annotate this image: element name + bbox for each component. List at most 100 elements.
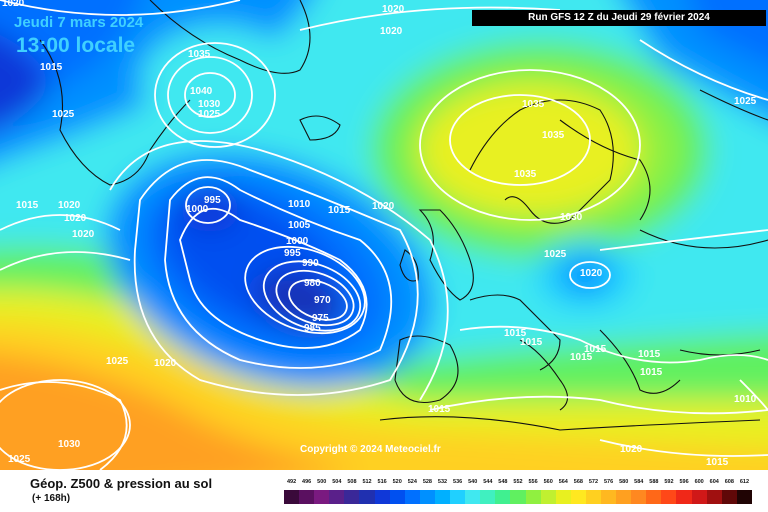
legend-swatch — [616, 490, 632, 504]
isobar-label: 970 — [314, 295, 331, 306]
legend-swatch — [465, 490, 481, 504]
isobar-label: 1025 — [8, 454, 31, 465]
isobar-label: 1015 — [640, 367, 663, 378]
isobar-label: 975 — [312, 313, 329, 324]
legend-value: 548 — [498, 479, 508, 485]
legend-swatch — [676, 490, 692, 504]
isobar-label: 1030 — [198, 99, 221, 110]
legend-value: 592 — [664, 479, 674, 485]
isobar-label: 980 — [304, 278, 321, 289]
map-canvas: 1020 1015 1020 1035 1040 1030 1025 1020 … — [0, 0, 768, 470]
legend-swatch — [736, 490, 752, 504]
legend-value: 508 — [347, 479, 357, 485]
isobar-label: 1020 — [58, 200, 81, 211]
legend-value: 608 — [724, 479, 734, 485]
legend-swatch — [299, 490, 315, 504]
legend-value: 604 — [709, 479, 719, 485]
legend-swatch — [419, 490, 435, 504]
legend-swatch — [646, 490, 662, 504]
isobar-label: 1015 — [428, 404, 451, 415]
isobar-label: 1000 — [286, 236, 309, 247]
legend-swatch — [661, 490, 677, 504]
isobar-label: 1025 — [544, 249, 567, 260]
legend-value: 496 — [302, 479, 312, 485]
legend-value: 576 — [603, 479, 614, 485]
isobar-label: 1030 — [560, 212, 583, 223]
legend-swatch — [585, 490, 601, 504]
legend-color-bar — [284, 490, 752, 504]
isobar-label: 1020 — [154, 358, 177, 369]
legend-swatch — [329, 490, 345, 504]
isobar-label: 1015 — [706, 457, 729, 468]
isobar-label: 1015 — [328, 205, 351, 216]
forecast-range: (+ 168h) — [32, 493, 71, 504]
isobar-label: 1015 — [570, 352, 593, 363]
isobar-label: 1005 — [288, 220, 311, 231]
legend-value: 556 — [528, 479, 538, 485]
isobar-label: 1035 — [514, 169, 537, 180]
legend-value: 544 — [483, 479, 493, 485]
forecast-local-time: 13:00 locale — [16, 34, 136, 57]
isobar-label: 1035 — [542, 130, 565, 141]
isobar-label: 1010 — [288, 199, 311, 210]
isobar-label: 1015 — [504, 328, 527, 339]
footer-panel: Géop. Z500 & pression au sol (+ 168h) 49… — [0, 470, 768, 512]
legend-swatch — [706, 490, 722, 504]
legend-swatch — [495, 490, 511, 504]
isobar-label: 990 — [302, 258, 319, 269]
legend-value: 540 — [468, 479, 478, 485]
isobar-label: 995 — [204, 195, 221, 206]
legend-value: 588 — [649, 479, 659, 485]
legend-value-labels: 492 496 500 504 508 512 516 520 524 528 532 536 540 5… — [284, 479, 752, 489]
isobar-label: 1025 — [198, 109, 221, 120]
legend-value: 564 — [558, 479, 568, 485]
legend-value: 516 — [377, 479, 387, 485]
legend-swatch — [525, 490, 541, 504]
isobar-label: 1025 — [734, 96, 757, 107]
legend-swatch — [510, 490, 526, 504]
legend-swatch — [721, 490, 737, 504]
legend-value: 536 — [453, 479, 463, 485]
legend-value: 492 — [286, 479, 297, 485]
legend-swatch — [480, 490, 496, 504]
legend-swatch — [284, 490, 300, 504]
legend-swatch — [631, 490, 647, 504]
isobar-label: 1020 — [2, 0, 25, 9]
legend-value: 528 — [422, 479, 432, 485]
legend-value: 580 — [619, 479, 629, 485]
isobar-label: 1010 — [734, 394, 757, 405]
legend-swatch — [691, 490, 707, 504]
legend-swatch — [389, 490, 405, 504]
legend-value: 552 — [513, 479, 523, 485]
legend-value: 612 — [739, 479, 750, 485]
product-title: Géop. Z500 & pression au sol — [30, 476, 213, 491]
isobar-label: 1025 — [52, 109, 75, 120]
legend-value: 512 — [362, 479, 372, 485]
legend-swatch — [600, 490, 617, 504]
isobars — [0, 0, 768, 470]
legend-swatch — [359, 490, 375, 504]
legend-value: 532 — [437, 479, 448, 485]
isobar-label: 1020 — [580, 268, 603, 279]
run-info-banner: Run GFS 12 Z du Jeudi 29 février 2024 — [472, 10, 766, 26]
legend-swatch — [314, 490, 330, 504]
isobar-label: 1020 — [64, 213, 87, 224]
isobar-label: 1020 — [380, 26, 403, 37]
legend-swatch — [434, 490, 451, 504]
legend-value: 504 — [332, 479, 342, 485]
legend-value: 520 — [392, 479, 402, 485]
isobar-label: 1035 — [188, 49, 211, 60]
legend-swatch — [570, 490, 586, 504]
forecast-date: Jeudi 7 mars 2024 — [14, 14, 144, 31]
isobar-label: 1015 — [16, 200, 39, 211]
legend-swatch — [374, 490, 390, 504]
isobar-label: 1025 — [106, 356, 129, 367]
isobar-label: 1015 — [584, 344, 607, 355]
legend-value: 596 — [679, 479, 689, 485]
isobar-label: 1015 — [40, 62, 63, 73]
isobar-label: 1020 — [620, 444, 643, 455]
isobar-label: 1040 — [190, 86, 213, 97]
geopotential-field — [0, 0, 768, 470]
isobar-label: 995 — [284, 248, 301, 259]
weather-map: 1020 1015 1020 1035 1040 1030 1025 1020 … — [0, 0, 768, 470]
